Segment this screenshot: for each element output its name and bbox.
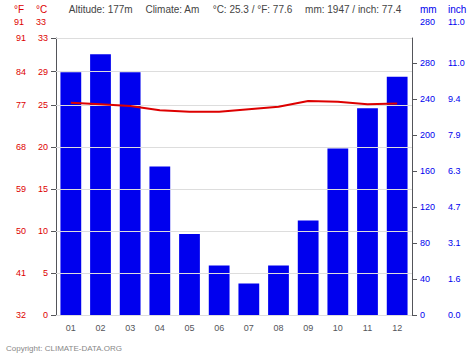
svg-text:Copyright: CLIMATE-DATA.ORG: Copyright: CLIMATE-DATA.ORG bbox=[6, 344, 122, 353]
svg-text:04: 04 bbox=[155, 323, 165, 333]
svg-text:20: 20 bbox=[38, 142, 48, 152]
svg-text:77: 77 bbox=[16, 100, 26, 110]
svg-text:4.7: 4.7 bbox=[448, 202, 461, 212]
svg-text:3.1: 3.1 bbox=[448, 238, 461, 248]
svg-text:0: 0 bbox=[43, 310, 48, 320]
svg-text:5: 5 bbox=[43, 268, 48, 278]
svg-text:11.0: 11.0 bbox=[448, 58, 465, 68]
svg-text:06: 06 bbox=[214, 323, 224, 333]
svg-text:200: 200 bbox=[420, 130, 435, 140]
svg-text:°C: 25.3 / °F: 77.6: °C: 25.3 / °F: 77.6 bbox=[213, 4, 293, 15]
svg-text:120: 120 bbox=[420, 202, 435, 212]
svg-text:Altitude: 177m: Altitude: 177m bbox=[69, 4, 133, 15]
svg-text:160: 160 bbox=[420, 166, 435, 176]
svg-text:0: 0 bbox=[420, 310, 425, 320]
svg-text:°C: °C bbox=[36, 4, 47, 15]
svg-text:84: 84 bbox=[16, 67, 26, 77]
svg-text:15: 15 bbox=[38, 184, 48, 194]
svg-text:05: 05 bbox=[184, 323, 194, 333]
svg-text:7.9: 7.9 bbox=[448, 130, 461, 140]
svg-text:29: 29 bbox=[38, 67, 48, 77]
svg-text:°F: °F bbox=[14, 4, 24, 15]
svg-text:07: 07 bbox=[244, 323, 254, 333]
svg-text:10: 10 bbox=[333, 323, 343, 333]
svg-text:68: 68 bbox=[16, 142, 26, 152]
svg-text:02: 02 bbox=[95, 323, 105, 333]
svg-text:59: 59 bbox=[16, 184, 26, 194]
svg-text:01: 01 bbox=[66, 323, 76, 333]
svg-text:280: 280 bbox=[420, 58, 435, 68]
svg-text:11: 11 bbox=[363, 323, 372, 333]
svg-text:33: 33 bbox=[38, 33, 48, 43]
svg-text:mm: mm bbox=[420, 4, 437, 15]
svg-text:91: 91 bbox=[14, 17, 24, 27]
svg-text:09: 09 bbox=[303, 323, 313, 333]
svg-text:25: 25 bbox=[38, 100, 48, 110]
svg-text:91: 91 bbox=[16, 33, 26, 43]
svg-text:08: 08 bbox=[273, 323, 283, 333]
svg-text:41: 41 bbox=[16, 268, 26, 278]
svg-text:0.0: 0.0 bbox=[448, 310, 461, 320]
svg-text:6.3: 6.3 bbox=[448, 166, 461, 176]
svg-text:11.0: 11.0 bbox=[448, 17, 465, 27]
svg-text:240: 240 bbox=[420, 94, 435, 104]
svg-text:mm: 1947 / inch: 77.4: mm: 1947 / inch: 77.4 bbox=[305, 4, 402, 15]
svg-text:280: 280 bbox=[420, 17, 435, 27]
svg-text:32: 32 bbox=[16, 310, 26, 320]
svg-text:10: 10 bbox=[38, 226, 48, 236]
svg-text:inch: inch bbox=[448, 4, 466, 15]
svg-text:12: 12 bbox=[392, 323, 402, 333]
svg-text:80: 80 bbox=[420, 238, 430, 248]
svg-text:40: 40 bbox=[420, 274, 430, 284]
svg-text:03: 03 bbox=[125, 323, 135, 333]
svg-text:Climate: Am: Climate: Am bbox=[145, 4, 199, 15]
svg-text:50: 50 bbox=[16, 226, 26, 236]
svg-text:33: 33 bbox=[36, 17, 46, 27]
svg-text:9.4: 9.4 bbox=[448, 94, 461, 104]
svg-text:1.6: 1.6 bbox=[448, 274, 461, 284]
